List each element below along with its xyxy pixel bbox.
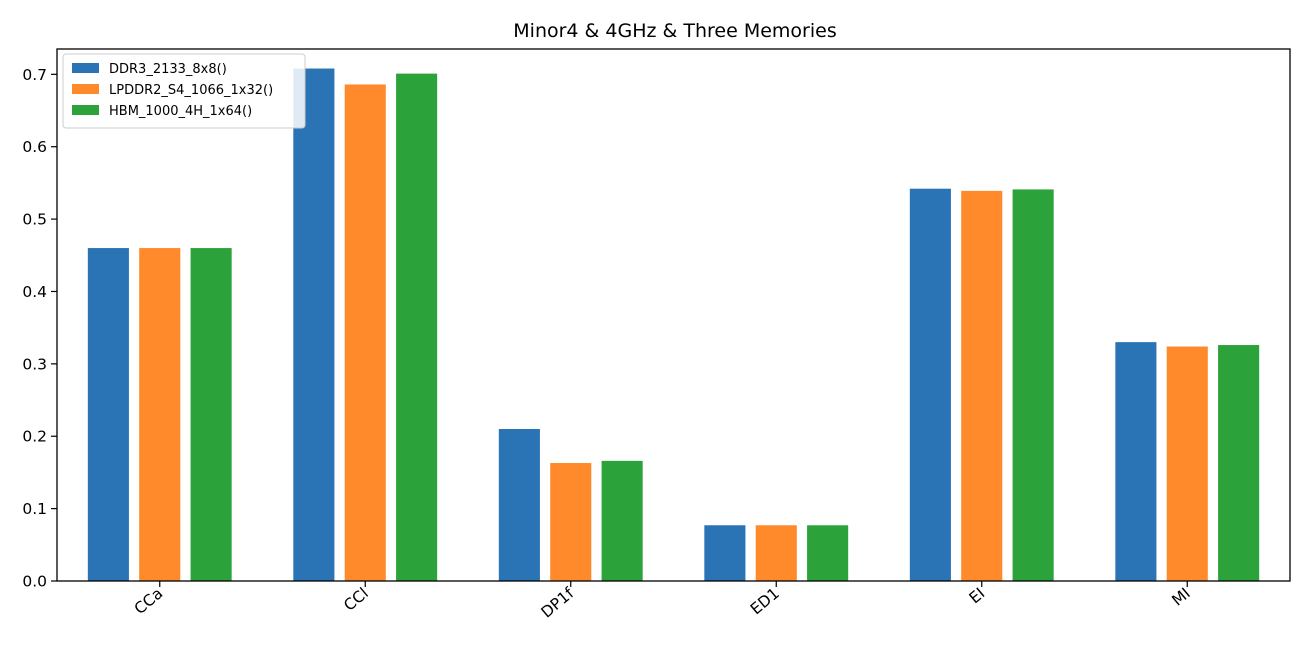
- legend: DDR3_2133_8x8() LPDDR2_S4_1066_1x32() HBM_…: [62, 53, 306, 129]
- bar-dp1f-series-1: [498, 429, 540, 581]
- bar-dp1f-series-2: [550, 463, 592, 581]
- bar-cca-series-1: [87, 248, 129, 582]
- bar-dp1f-series-3: [601, 460, 643, 581]
- y-tick-label: 0.2: [22, 428, 47, 446]
- x-tick-label: CCa: [131, 584, 166, 618]
- x-tick-label: EI: [966, 584, 989, 607]
- y-tick-label: 0.7: [22, 66, 47, 84]
- y-tick-label: 0.4: [22, 283, 47, 301]
- bar-ccl-series-1: [293, 68, 335, 582]
- legend-swatch: [72, 105, 99, 115]
- legend-swatch: [72, 63, 99, 73]
- legend-box: [62, 53, 306, 129]
- legend-label: LPDDR2_S4_1066_1x32(): [109, 83, 273, 98]
- bar-mi-series-2: [1166, 346, 1208, 581]
- x-tick-label: CCl: [340, 584, 371, 614]
- bar-mi-series-1: [1115, 342, 1157, 581]
- bars-group: [87, 68, 1260, 582]
- bar-cca-series-3: [190, 248, 232, 582]
- bar-ed1-series-3: [807, 525, 849, 581]
- bar-mi-series-3: [1218, 345, 1260, 581]
- bar-ed1-series-1: [704, 525, 746, 581]
- y-tick-label: 0.0: [22, 573, 47, 591]
- y-tick-label: 0.3: [22, 355, 47, 373]
- x-tick-label: ED1: [747, 584, 783, 618]
- bar-cca-series-2: [139, 248, 181, 582]
- chart-title: Minor4 & 4GHz & Three Memories: [513, 20, 836, 42]
- bar-ccl-series-3: [396, 73, 438, 582]
- bar-ei-series-2: [961, 190, 1003, 581]
- y-axis: 0.0 0.1 0.2 0.3 0.4 0.5 0.6 0.7: [22, 66, 57, 591]
- y-tick-label: 0.6: [22, 138, 47, 156]
- bar-ei-series-3: [1012, 189, 1054, 582]
- y-tick-label: 0.5: [22, 211, 47, 229]
- bar-ed1-series-2: [755, 525, 797, 581]
- bar-ccl-series-2: [344, 84, 386, 581]
- legend-label: DDR3_2133_8x8(): [109, 62, 227, 77]
- x-tick-label: MI: [1168, 584, 1193, 609]
- bar-ei-series-1: [909, 188, 951, 581]
- plot-frame: [56, 48, 1291, 582]
- x-axis: CCa CCl DP1f ED1 EI MI: [131, 581, 1194, 622]
- legend-swatch: [72, 84, 99, 94]
- x-tick-label: DP1f: [538, 584, 578, 622]
- y-tick-label: 0.1: [22, 500, 47, 518]
- legend-label: HBM_1000_4H_1x64(): [109, 104, 252, 119]
